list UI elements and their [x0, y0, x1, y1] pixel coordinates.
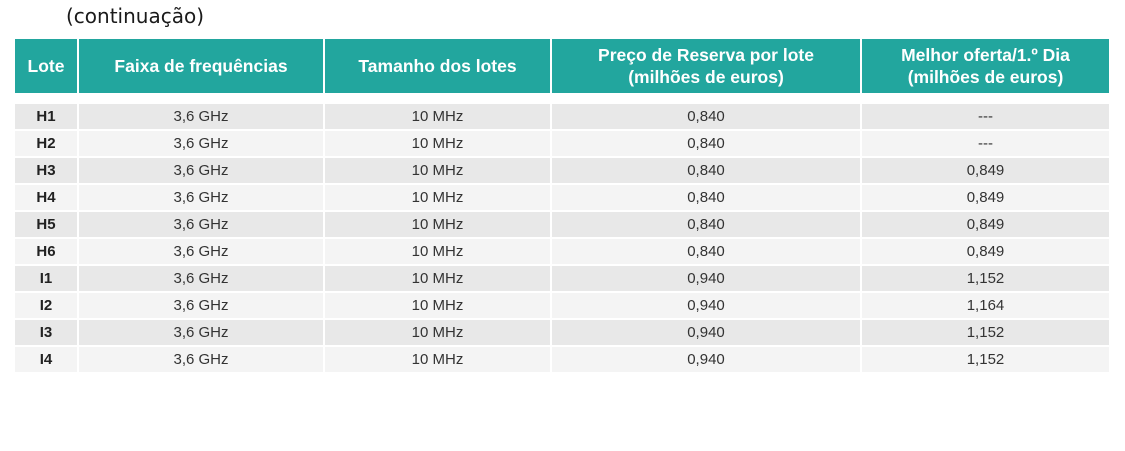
table-cell-tamanho: 10 MHz: [325, 212, 550, 239]
table-cell-faixa: 3,6 GHz: [79, 320, 323, 347]
table-cell-preco-reserva: 0,840: [552, 158, 860, 185]
table-cell-melhor-oferta: 0,849: [862, 185, 1109, 212]
header-gap: [862, 93, 1109, 104]
table-cell-lote: H5: [15, 212, 77, 239]
table-bottom-edge: [15, 374, 77, 379]
table-cell-faixa: 3,6 GHz: [79, 293, 323, 320]
header-gap: [325, 93, 550, 104]
table-bottom-edge: [79, 374, 323, 379]
table-cell-preco-reserva: 0,840: [552, 131, 860, 158]
table-cell-preco-reserva: 0,840: [552, 212, 860, 239]
table-cell-preco-reserva: 0,840: [552, 104, 860, 131]
table-cell-faixa: 3,6 GHz: [79, 158, 323, 185]
table-cell-lote: H6: [15, 239, 77, 266]
table-cell-melhor-oferta: 1,152: [862, 347, 1109, 374]
table-cell-melhor-oferta: 1,164: [862, 293, 1109, 320]
header-gap: [79, 93, 323, 104]
table-cell-melhor-oferta: 0,849: [862, 158, 1109, 185]
table-cell-lote: H3: [15, 158, 77, 185]
table-cell-lote: I1: [15, 266, 77, 293]
table-cell-melhor-oferta: 1,152: [862, 320, 1109, 347]
table-cell-faixa: 3,6 GHz: [79, 104, 323, 131]
header-faixa-frequencias: Faixa de frequências: [79, 39, 323, 93]
table-cell-lote: I3: [15, 320, 77, 347]
table-cell-preco-reserva: 0,940: [552, 347, 860, 374]
table-cell-preco-reserva: 0,940: [552, 320, 860, 347]
table-cell-faixa: 3,6 GHz: [79, 212, 323, 239]
table-bottom-edge: [552, 374, 860, 379]
table-cell-tamanho: 10 MHz: [325, 131, 550, 158]
table-cell-lote: I2: [15, 293, 77, 320]
header-gap: [15, 93, 77, 104]
table-cell-lote: H2: [15, 131, 77, 158]
table-cell-faixa: 3,6 GHz: [79, 347, 323, 374]
header-lote: Lote: [15, 39, 77, 93]
table-bottom-edge: [862, 374, 1109, 379]
table-cell-preco-reserva: 0,840: [552, 239, 860, 266]
table-bottom-edge: [325, 374, 550, 379]
table-cell-lote: I4: [15, 347, 77, 374]
table-cell-melhor-oferta: ---: [862, 131, 1109, 158]
header-melhor-oferta: Melhor oferta/1.º Dia (milhões de euros): [862, 39, 1109, 93]
table-cell-tamanho: 10 MHz: [325, 185, 550, 212]
table-cell-tamanho: 10 MHz: [325, 266, 550, 293]
table-cell-tamanho: 10 MHz: [325, 158, 550, 185]
header-tamanho-lotes: Tamanho dos lotes: [325, 39, 550, 93]
table-cell-lote: H1: [15, 104, 77, 131]
table-cell-preco-reserva: 0,940: [552, 293, 860, 320]
table-cell-melhor-oferta: ---: [862, 104, 1109, 131]
table-cell-melhor-oferta: 0,849: [862, 212, 1109, 239]
header-preco-reserva: Preço de Reserva por lote (milhões de eu…: [552, 39, 860, 93]
continuation-caption: (continuação): [66, 4, 205, 28]
table-cell-faixa: 3,6 GHz: [79, 239, 323, 266]
lots-table: Lote Faixa de frequências Tamanho dos lo…: [15, 39, 1109, 379]
table-cell-tamanho: 10 MHz: [325, 347, 550, 374]
table-cell-tamanho: 10 MHz: [325, 293, 550, 320]
table-cell-melhor-oferta: 0,849: [862, 239, 1109, 266]
table-cell-melhor-oferta: 1,152: [862, 266, 1109, 293]
table-cell-tamanho: 10 MHz: [325, 320, 550, 347]
header-gap: [552, 93, 860, 104]
table-cell-faixa: 3,6 GHz: [79, 266, 323, 293]
table-cell-preco-reserva: 0,840: [552, 185, 860, 212]
table-cell-lote: H4: [15, 185, 77, 212]
table-cell-tamanho: 10 MHz: [325, 239, 550, 266]
table-cell-faixa: 3,6 GHz: [79, 185, 323, 212]
table-cell-faixa: 3,6 GHz: [79, 131, 323, 158]
table-cell-preco-reserva: 0,940: [552, 266, 860, 293]
table-cell-tamanho: 10 MHz: [325, 104, 550, 131]
